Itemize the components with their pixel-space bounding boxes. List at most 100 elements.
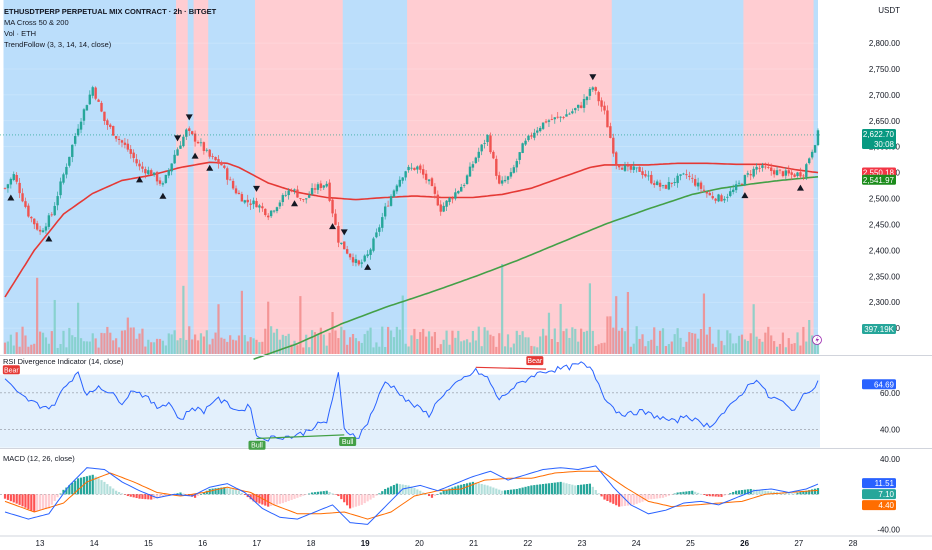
candle-body[interactable] <box>638 166 641 172</box>
candle-body[interactable] <box>439 204 442 212</box>
candle-body[interactable] <box>275 207 279 212</box>
candle-body[interactable] <box>240 194 244 202</box>
candle-body[interactable] <box>802 175 805 177</box>
candle-body[interactable] <box>226 168 229 180</box>
candle-body[interactable] <box>784 170 788 176</box>
candle-body[interactable] <box>462 184 466 186</box>
candle-body[interactable] <box>787 170 790 174</box>
symbol-title[interactable]: ETHUSDTPERP PERPETUAL MIX CONTRACT · 2h … <box>4 7 217 16</box>
candle-body[interactable] <box>647 175 650 177</box>
candle-body[interactable] <box>112 126 115 136</box>
candle-body[interactable] <box>179 145 182 149</box>
candle-body[interactable] <box>799 172 802 177</box>
candle-body[interactable] <box>407 166 410 171</box>
candle-body[interactable] <box>582 99 586 108</box>
candle-body[interactable] <box>299 198 302 199</box>
candle-body[interactable] <box>246 199 249 203</box>
candle-body[interactable] <box>641 171 644 176</box>
candle-body[interactable] <box>734 184 738 191</box>
candle-body[interactable] <box>281 195 285 203</box>
candle-body[interactable] <box>571 111 574 114</box>
candle-body[interactable] <box>772 170 776 175</box>
candle-body[interactable] <box>632 166 635 170</box>
candle-body[interactable] <box>161 183 165 185</box>
candle-body[interactable] <box>182 136 185 147</box>
candle-body[interactable] <box>609 126 612 138</box>
candle-body[interactable] <box>310 188 314 195</box>
candle-body[interactable] <box>685 174 688 176</box>
candle-body[interactable] <box>729 191 732 196</box>
candle-body[interactable] <box>778 169 782 171</box>
candle-body[interactable] <box>708 192 711 196</box>
candle-body[interactable] <box>12 174 15 180</box>
candle-body[interactable] <box>106 120 109 126</box>
candle-body[interactable] <box>196 141 200 144</box>
candle-body[interactable] <box>553 117 556 120</box>
candle-body[interactable] <box>623 165 627 171</box>
candle-body[interactable] <box>278 202 282 207</box>
candle-body[interactable] <box>223 165 226 168</box>
candle-body[interactable] <box>480 144 483 152</box>
candle-body[interactable] <box>392 190 396 197</box>
candle-body[interactable] <box>155 172 159 182</box>
candle-body[interactable] <box>527 135 530 141</box>
candle-body[interactable] <box>410 167 413 169</box>
candle-body[interactable] <box>574 108 577 111</box>
candle-body[interactable] <box>758 167 761 169</box>
candle-body[interactable] <box>691 177 694 179</box>
candle-body[interactable] <box>796 172 799 177</box>
candle-body[interactable] <box>696 182 700 187</box>
candle-body[interactable] <box>726 196 729 198</box>
candle-body[interactable] <box>743 175 747 186</box>
candle-body[interactable] <box>293 189 296 191</box>
candle-body[interactable] <box>805 164 808 178</box>
candle-body[interactable] <box>164 174 168 184</box>
candle-body[interactable] <box>612 137 615 154</box>
candle-body[interactable] <box>433 186 437 194</box>
candle-body[interactable] <box>150 170 153 175</box>
candle-body[interactable] <box>114 136 118 139</box>
candle-body[interactable] <box>135 159 138 164</box>
candle-body[interactable] <box>524 140 527 145</box>
candle-body[interactable] <box>267 215 270 218</box>
candle-body[interactable] <box>173 154 176 164</box>
candle-body[interactable] <box>313 188 317 190</box>
candle-body[interactable] <box>261 206 264 209</box>
candle-body[interactable] <box>331 199 334 214</box>
candle-body[interactable] <box>714 198 717 201</box>
candle-body[interactable] <box>565 114 568 117</box>
candle-body[interactable] <box>492 151 495 159</box>
candle-body[interactable] <box>705 192 709 194</box>
candle-body[interactable] <box>249 203 252 205</box>
candle-body[interactable] <box>272 210 276 212</box>
candle-body[interactable] <box>120 140 124 143</box>
candle-body[interactable] <box>287 190 290 196</box>
candle-body[interactable] <box>343 241 346 250</box>
candle-body[interactable] <box>416 166 419 170</box>
candle-body[interactable] <box>421 169 425 175</box>
candle-body[interactable] <box>515 161 518 168</box>
candle-body[interactable] <box>284 194 287 196</box>
candle-body[interactable] <box>123 142 127 145</box>
candle-body[interactable] <box>512 167 516 173</box>
candle-body[interactable] <box>214 156 217 161</box>
candle-body[interactable] <box>109 124 112 128</box>
candle-body[interactable] <box>132 152 135 159</box>
candle-body[interactable] <box>693 179 697 186</box>
candle-body[interactable] <box>68 156 71 166</box>
candle-body[interactable] <box>94 87 97 99</box>
candle-body[interactable] <box>424 173 428 180</box>
candle-body[interactable] <box>319 183 323 188</box>
candle-body[interactable] <box>386 205 390 207</box>
candle-body[interactable] <box>740 183 744 185</box>
legend-trendfollow[interactable]: TrendFollow (3, 3, 14, 14, close) <box>4 40 112 49</box>
candle-body[interactable] <box>655 181 659 186</box>
candle-body[interactable] <box>544 121 548 123</box>
candle-body[interactable] <box>448 197 451 203</box>
candle-body[interactable] <box>679 174 682 176</box>
candle-body[interactable] <box>767 167 770 168</box>
candle-body[interactable] <box>73 136 77 144</box>
candle-body[interactable] <box>316 184 320 190</box>
candle-body[interactable] <box>381 217 384 228</box>
